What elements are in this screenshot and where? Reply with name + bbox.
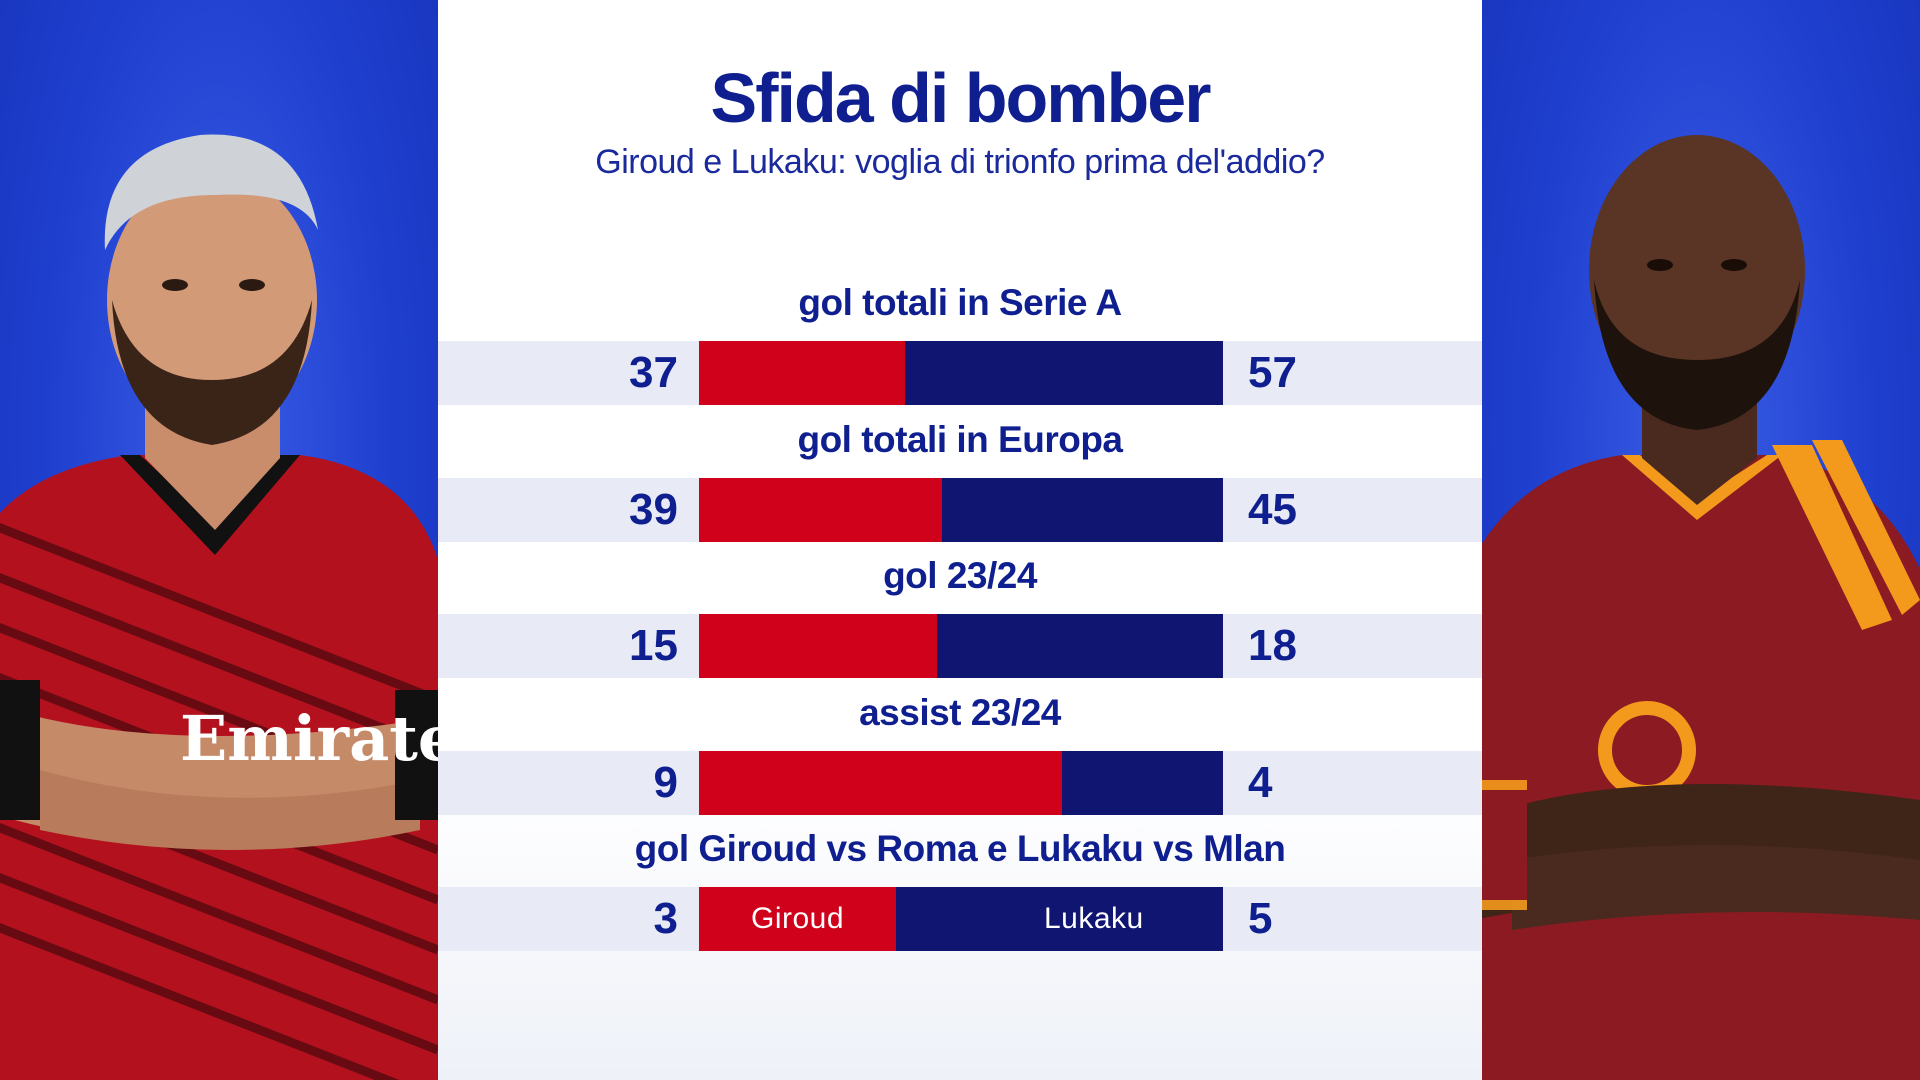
lukaku-bar-label: Lukaku	[1044, 902, 1144, 935]
giroud-value: 39	[629, 485, 678, 534]
svg-text:Emirate: Emirate	[180, 702, 438, 775]
stat-row: 3 Giroud Lukaku 5	[438, 887, 1482, 951]
stat-label: assist 23/24	[859, 692, 1061, 733]
giroud-bar-segment	[699, 478, 942, 542]
stat-label: gol Giroud vs Roma e Lukaku vs Mlan	[634, 828, 1286, 869]
stat-label: gol totali in Serie A	[798, 282, 1122, 323]
lukaku-bar-segment	[942, 478, 1223, 542]
lukaku-value: 18	[1248, 621, 1297, 670]
comparison-bar	[699, 341, 1223, 405]
giroud-value: 3	[653, 894, 678, 943]
stat-row: 39 45	[438, 478, 1482, 542]
giroud-bar-segment	[699, 887, 896, 951]
comparison-bar: Giroud Lukaku	[699, 887, 1223, 951]
comparison-bar	[699, 751, 1223, 815]
stat-label: gol 23/24	[883, 555, 1037, 596]
giroud-value: 15	[629, 621, 678, 670]
stat-row: 15 18	[438, 614, 1482, 678]
lukaku-value: 4	[1248, 758, 1273, 807]
comparison-bar	[699, 478, 1223, 542]
lukaku-value: 45	[1248, 485, 1297, 534]
lukaku-bar-segment	[937, 614, 1223, 678]
chart-title: Sfida di bomber	[710, 59, 1212, 137]
giroud-bar-label: Giroud	[751, 902, 845, 935]
chart-subtitle: Giroud e Lukaku: voglia di trionfo prima…	[595, 143, 1325, 181]
lukaku-bar-segment	[896, 887, 1223, 951]
giroud-photo: Emirate	[0, 0, 438, 1080]
lukaku-value: 5	[1248, 894, 1273, 943]
stat-label: gol totali in Europa	[797, 419, 1123, 460]
comparison-panel: Sfida di bomber Giroud e Lukaku: voglia …	[438, 0, 1482, 1080]
lukaku-bar-segment	[1062, 751, 1223, 815]
lukaku-value: 57	[1248, 348, 1297, 397]
giroud-value: 9	[653, 758, 678, 807]
giroud-bar-segment	[699, 751, 1062, 815]
giroud-value: 37	[629, 348, 678, 397]
stat-row: 37 57	[438, 341, 1482, 405]
giroud-bar-segment	[699, 341, 905, 405]
giroud-bar-segment	[699, 614, 937, 678]
lukaku-photo	[1482, 0, 1920, 1080]
comparison-bar	[699, 614, 1223, 678]
lukaku-bar-segment	[905, 341, 1223, 405]
